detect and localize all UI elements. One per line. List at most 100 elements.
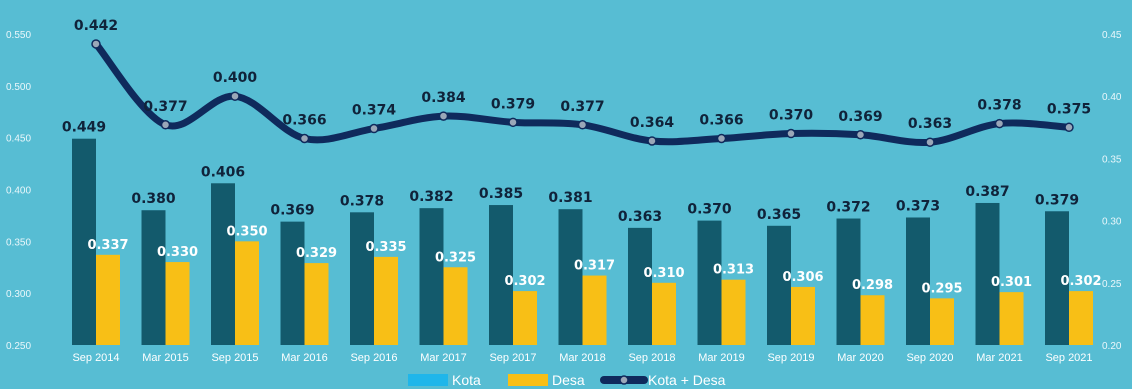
- left-axis-tick-label: 0.450: [6, 134, 31, 145]
- kota-desa-data-label: 0.384: [421, 90, 466, 106]
- desa-data-label: 0.310: [643, 266, 684, 281]
- kota-desa-data-label: 0.377: [143, 99, 187, 115]
- kota-data-label: 0.372: [826, 200, 870, 216]
- kota-data-label: 0.387: [965, 184, 1009, 200]
- kota-desa-point: [647, 136, 657, 146]
- kota-desa-data-label: 0.370: [769, 108, 814, 124]
- desa-bar: [165, 262, 190, 345]
- kota-data-label: 0.365: [757, 207, 801, 223]
- desa-data-label: 0.313: [713, 263, 754, 278]
- kota-data-label: 0.363: [618, 209, 662, 225]
- x-axis-category-label: Sep 2020: [906, 352, 953, 364]
- legend-label-kota-desa: Kota + Desa: [648, 372, 726, 388]
- legend-marker-kota-desa: [619, 375, 629, 385]
- desa-data-label: 0.350: [226, 224, 267, 239]
- desa-bar: [930, 298, 954, 345]
- kota-desa-point: [855, 130, 866, 140]
- kota-desa-point: [438, 111, 449, 121]
- desa-data-label: 0.306: [782, 270, 823, 285]
- kota-desa-point: [577, 120, 588, 130]
- desa-bar: [1069, 291, 1093, 345]
- x-axis-category-label: Mar 2016: [281, 352, 327, 364]
- x-axis-category-label: Mar 2015: [142, 352, 188, 364]
- desa-data-label: 0.335: [365, 240, 406, 255]
- desa-data-label: 0.295: [921, 281, 962, 296]
- x-axis-category-label: Mar 2021: [976, 352, 1022, 364]
- kota-desa-point: [299, 133, 310, 144]
- kota-desa-point: [230, 91, 240, 101]
- kota-bar: [836, 218, 861, 345]
- desa-data-label: 0.337: [87, 238, 128, 253]
- kota-desa-data-label: 0.378: [977, 98, 1021, 114]
- kota-data-label: 0.373: [896, 198, 940, 214]
- desa-data-label: 0.329: [296, 246, 337, 261]
- desa-bar: [513, 291, 537, 345]
- kota-bar: [558, 209, 583, 345]
- kota-data-label: 0.382: [409, 189, 453, 205]
- right-axis-tick-label: 0.35: [1102, 154, 1122, 165]
- left-axis-tick-label: 0.500: [6, 82, 31, 93]
- kota-data-label: 0.369: [270, 203, 314, 219]
- right-axis-tick-label: 0.30: [1102, 217, 1122, 228]
- kota-bar: [419, 208, 444, 345]
- desa-data-label: 0.302: [1060, 274, 1101, 289]
- kota-desa-data-label: 0.369: [838, 109, 882, 125]
- legend-swatch-kota: [408, 374, 448, 386]
- kota-desa-data-label: 0.366: [699, 112, 743, 128]
- kota-desa-data-label: 0.364: [630, 115, 675, 131]
- x-axis-category-label: Sep 2019: [767, 352, 814, 364]
- kota-bar: [72, 138, 96, 345]
- desa-bar: [721, 279, 746, 345]
- legend-label-kota: Kota: [452, 372, 481, 388]
- kota-data-label: 0.385: [479, 186, 523, 202]
- kota-data-label: 0.381: [548, 190, 592, 206]
- desa-bar: [860, 295, 885, 345]
- kota-desa-point: [91, 39, 101, 49]
- kota-bar: [628, 227, 652, 345]
- kota-bar: [697, 220, 722, 345]
- kota-desa-data-label: 0.366: [282, 112, 326, 128]
- right-axis-tick-label: 0.45: [1102, 30, 1122, 41]
- desa-bar: [999, 292, 1024, 345]
- x-axis-category-label: Sep 2021: [1045, 352, 1092, 364]
- x-axis-category-label: Sep 2015: [211, 352, 258, 364]
- kota-bar: [906, 217, 930, 345]
- x-axis-category-label: Sep 2017: [489, 352, 536, 364]
- kota-desa-data-label: 0.400: [213, 70, 258, 86]
- kota-bar: [280, 221, 305, 345]
- kota-desa-point: [925, 137, 935, 147]
- legend-swatch-desa: [508, 374, 548, 386]
- desa-bar: [443, 267, 468, 345]
- desa-bar: [374, 256, 398, 345]
- right-axis-tick-label: 0.40: [1102, 92, 1122, 103]
- desa-bar: [96, 254, 120, 345]
- x-axis-category-label: Mar 2019: [698, 352, 744, 364]
- desa-data-label: 0.301: [991, 275, 1032, 290]
- desa-bar: [235, 241, 259, 345]
- x-axis-category-label: Mar 2020: [837, 352, 883, 364]
- kota-data-label: 0.379: [1035, 192, 1079, 208]
- kota-desa-data-label: 0.379: [491, 96, 535, 112]
- kota-data-label: 0.378: [340, 193, 384, 209]
- left-axis-tick-label: 0.350: [6, 237, 31, 248]
- kota-data-label: 0.370: [687, 202, 732, 218]
- desa-bar: [582, 275, 607, 345]
- kota-data-label: 0.406: [201, 164, 245, 180]
- x-axis-category-label: Mar 2018: [559, 352, 605, 364]
- left-axis-tick-label: 0.400: [6, 186, 31, 197]
- desa-bar: [304, 263, 329, 345]
- kota-desa-data-label: 0.363: [908, 116, 952, 132]
- kota-desa-data-label: 0.374: [352, 103, 397, 119]
- kota-bar: [350, 212, 374, 345]
- left-axis-tick-label: 0.550: [6, 30, 31, 41]
- x-axis-category-label: Mar 2017: [420, 352, 466, 364]
- kota-bar: [489, 205, 513, 345]
- kota-bar: [767, 225, 791, 345]
- kota-bar: [211, 183, 235, 345]
- kota-desa-point: [369, 123, 379, 134]
- kota-desa-point: [786, 128, 796, 139]
- x-axis-category-label: Sep 2018: [628, 352, 675, 364]
- kota-desa-point: [716, 133, 727, 144]
